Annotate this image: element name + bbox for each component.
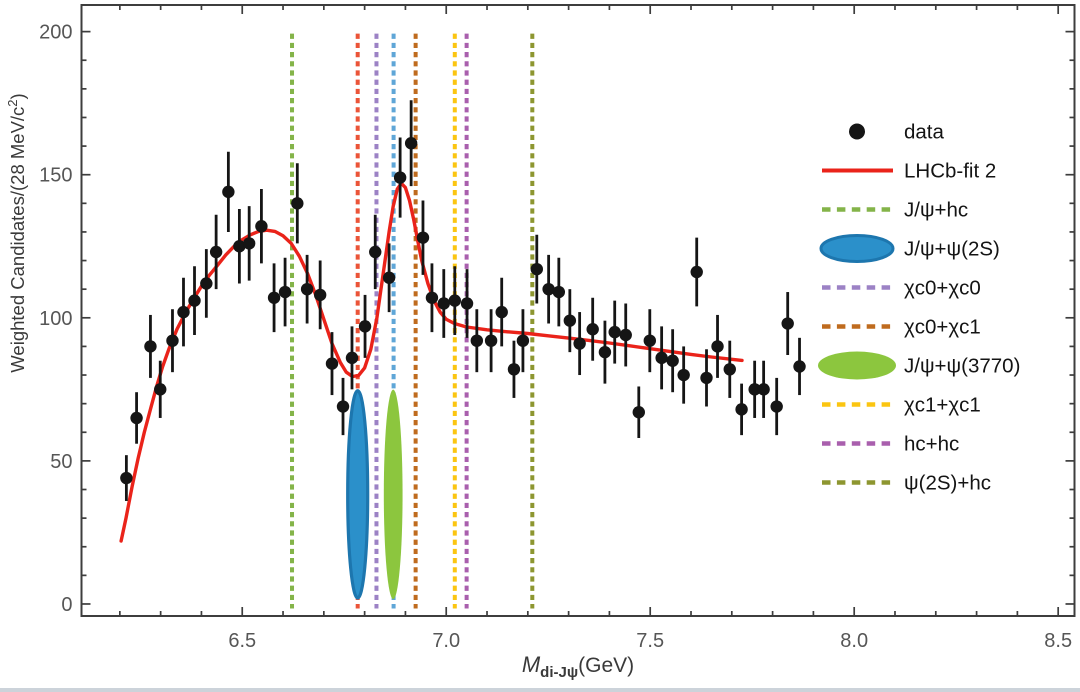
data-point — [209, 245, 223, 259]
data-point — [619, 328, 632, 342]
x-tick-label: 6.5 — [228, 630, 256, 652]
data-point — [723, 363, 736, 376]
x-tick-label: 7.0 — [432, 630, 460, 652]
x-tick-label: 8.0 — [840, 630, 868, 652]
data-point — [586, 323, 599, 336]
data-point — [177, 305, 190, 319]
data-point — [735, 403, 748, 416]
data-point — [393, 171, 407, 184]
data-point — [404, 137, 418, 150]
data-point — [598, 345, 612, 359]
legend-marker-ellipse — [818, 351, 896, 380]
data-point — [358, 320, 372, 333]
threshold-ellipse-J/ψ+ψ(3770) — [383, 389, 403, 600]
legend-marker-point — [849, 123, 865, 140]
data-point — [130, 411, 143, 425]
data-point — [144, 340, 157, 353]
data-point — [291, 197, 304, 210]
data-point — [325, 357, 339, 370]
data-point — [563, 314, 577, 327]
data-point — [632, 406, 645, 419]
data-point — [222, 185, 235, 199]
legend-label: data — [904, 121, 944, 144]
legend-label: χc0+χc1 — [904, 316, 981, 339]
data-point — [345, 351, 359, 365]
data-point — [643, 334, 657, 347]
y-axis-label: Weighted Candidates/(28 MeV/c2) — [5, 93, 28, 372]
data-point — [120, 471, 133, 485]
data-point — [484, 334, 498, 347]
data-point — [448, 294, 461, 307]
data-point — [542, 282, 555, 296]
legend: data LHCb-fit 2 J/ψ+hc J/ψ+ψ(2S) χc0+χc0 χc0+… — [818, 121, 1020, 495]
data-point — [200, 277, 213, 290]
data-point — [242, 237, 256, 250]
x-tick-label: 8.5 — [1044, 630, 1072, 652]
legend-label: J/ψ+ψ(2S) — [904, 238, 1000, 261]
plot-frame — [80, 4, 1076, 617]
y-tick-label: 100 — [39, 308, 72, 330]
window-edge-strip — [0, 688, 1080, 692]
legend-label: J/ψ+ψ(3770) — [904, 355, 1020, 378]
threshold-ellipse-J/ψ+ψ(2S) — [346, 389, 370, 600]
data-point — [655, 351, 668, 365]
data-point — [233, 240, 246, 253]
data-point — [530, 262, 543, 276]
legend-label: χc0+χc0 — [904, 277, 981, 300]
y-tick-label: 200 — [39, 22, 72, 44]
data-point — [573, 337, 586, 350]
data-point — [188, 294, 201, 307]
data-point — [267, 291, 281, 304]
data-point — [495, 305, 508, 319]
y-tick-label: 0 — [61, 594, 72, 616]
legend-label: χc1+χc1 — [904, 394, 981, 417]
data-point — [437, 297, 450, 310]
data-point — [793, 360, 806, 373]
y-tick-label: 150 — [39, 165, 72, 187]
data-point — [677, 368, 690, 382]
data-point — [552, 285, 566, 299]
data-point — [382, 271, 396, 284]
data-point — [608, 325, 621, 339]
legend-marker-ellipse — [819, 234, 895, 263]
legend-label: hc+hc — [904, 433, 959, 456]
threshold-ellipses — [346, 389, 403, 600]
data-point — [416, 231, 430, 244]
data-point — [700, 371, 713, 385]
data-point — [666, 354, 679, 367]
data-point — [748, 383, 761, 396]
data-point — [507, 363, 521, 376]
data-point — [313, 288, 327, 302]
data-point — [300, 282, 314, 296]
data-point — [516, 334, 530, 347]
x-axis-label: Mdi-Jψ(GeV) — [522, 652, 634, 681]
data-point — [369, 245, 382, 259]
data-point — [166, 334, 179, 347]
legend-label: ψ(2S)+hc — [904, 472, 991, 495]
data-point — [770, 400, 783, 413]
data-point — [757, 383, 770, 396]
data-point — [278, 285, 292, 299]
data-point — [255, 220, 268, 233]
data-point — [711, 340, 724, 353]
legend-label: J/ψ+hc — [904, 199, 968, 222]
data-point — [781, 317, 794, 330]
legend-label: LHCb-fit 2 — [904, 160, 996, 183]
data-point — [336, 400, 350, 413]
data-series — [120, 100, 806, 501]
data-point — [425, 291, 439, 304]
data-point — [154, 383, 167, 396]
x-tick-label: 7.5 — [636, 630, 664, 652]
data-point — [460, 297, 474, 310]
y-tick-label: 50 — [50, 451, 72, 473]
data-point — [690, 265, 703, 279]
data-point — [470, 334, 484, 347]
plot-frame-and-ticks: 6.5 7.0 7.5 8.0 8.5 0 50 100 150 200 — [39, 4, 1076, 652]
